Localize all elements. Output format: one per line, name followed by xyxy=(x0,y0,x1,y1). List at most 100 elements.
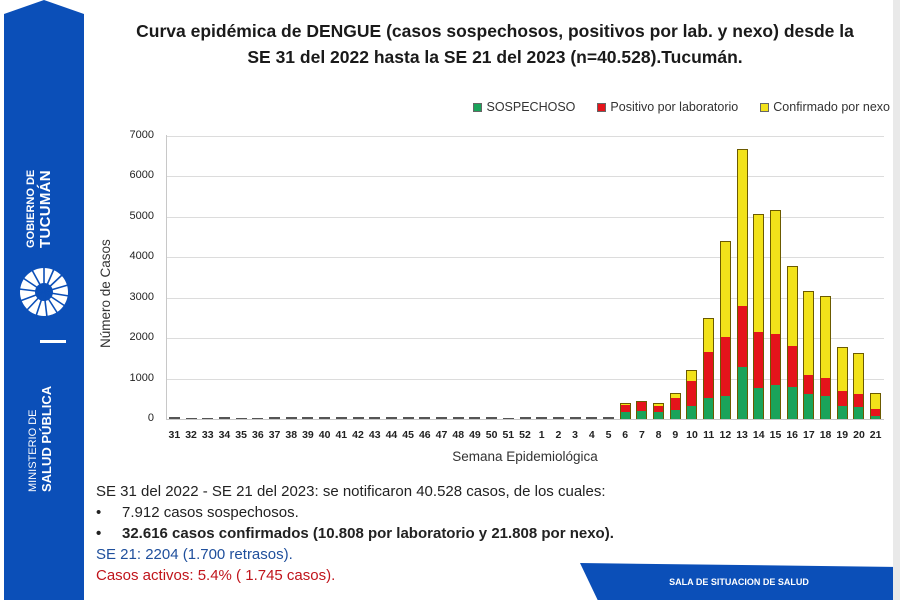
bar-segment xyxy=(569,418,581,419)
bar-segment xyxy=(369,417,381,418)
bar-week-9 xyxy=(669,392,681,419)
x-tick-label: 18 xyxy=(819,429,832,441)
x-tick-label: 32 xyxy=(185,429,197,441)
bar-segment xyxy=(168,417,180,418)
x-tick-label: 9 xyxy=(672,429,679,441)
bar-segment xyxy=(687,370,697,382)
banner-label: SALA DE SITUACION DE SALUD xyxy=(669,577,809,587)
gridline xyxy=(166,216,884,218)
bullet-glyph: • xyxy=(96,525,102,542)
x-tick-label: 2 xyxy=(555,429,562,441)
bar-segment xyxy=(218,417,230,418)
bar-segment xyxy=(637,402,647,411)
legend-swatch-green xyxy=(473,102,483,112)
bar-segment xyxy=(369,418,381,419)
bar-week-44 xyxy=(385,417,397,419)
bar-segment xyxy=(519,418,531,419)
bar-segment xyxy=(704,397,714,419)
bar-week-1 xyxy=(536,417,548,419)
bar-week-41 xyxy=(335,417,347,419)
bar-segment xyxy=(720,337,730,397)
bar-segment xyxy=(586,418,598,419)
bar-segment xyxy=(770,333,780,386)
y-tick-label: 7000 xyxy=(129,129,154,141)
gridline xyxy=(166,378,884,380)
y-tick-label: 5000 xyxy=(129,209,154,222)
bar-segment xyxy=(871,408,881,416)
bar-segment xyxy=(569,417,581,418)
bar-week-52 xyxy=(519,417,531,419)
bar-segment xyxy=(235,418,247,419)
x-tick-label: 48 xyxy=(452,429,465,441)
bar-segment xyxy=(285,418,297,419)
x-tick-label: 14 xyxy=(752,429,765,441)
bar-segment xyxy=(670,410,680,419)
bar-segment xyxy=(335,417,347,418)
gridline xyxy=(166,176,884,178)
bar-segment xyxy=(552,417,564,418)
summary-text: SE 31 del 2022 - SE 21 del 2023: se noti… xyxy=(96,481,614,586)
legend-item-nexo: Confirmado por nexo xyxy=(760,100,890,114)
bar-segment xyxy=(804,394,814,419)
bar-week-5 xyxy=(602,416,614,419)
bar-week-19 xyxy=(836,347,848,419)
bar-segment xyxy=(654,411,664,419)
bar-week-50 xyxy=(486,417,498,419)
bar-segment xyxy=(552,418,564,419)
x-tick-label: 11 xyxy=(703,429,715,441)
bar-segment xyxy=(770,211,780,334)
bar-segment xyxy=(252,418,264,419)
bar-segment xyxy=(821,378,831,397)
bar-segment xyxy=(754,332,764,388)
bar-week-31 xyxy=(168,417,180,419)
y-tick-label: 0 xyxy=(147,412,154,424)
bar-week-4 xyxy=(586,417,598,419)
bar-segment xyxy=(419,418,431,419)
bar-week-43 xyxy=(369,417,381,419)
summary-casos-activos: Casos activos: 5.4% ( 1.745 casos). xyxy=(96,567,336,584)
sun-spiral-icon xyxy=(18,267,70,318)
x-tick-label: 3 xyxy=(572,429,578,441)
bar-segment xyxy=(419,417,431,418)
bar-week-15 xyxy=(769,210,781,419)
x-tick-label: 40 xyxy=(318,429,331,441)
x-tick-label: 31 xyxy=(168,429,181,441)
chart-title: Curva epidémica de DENGUE (casos sospech… xyxy=(90,18,900,70)
legend-item-laboratorio: Positivo por laboratorio xyxy=(597,100,738,114)
bullet-text: 32.616 casos confirmados (10.808 por lab… xyxy=(122,525,614,542)
bar-segment xyxy=(787,267,797,347)
gobierno-line2: TUCUMÁN xyxy=(36,170,54,248)
x-tick-label: 21 xyxy=(869,429,882,441)
bar-week-12 xyxy=(719,240,731,419)
bar-week-3 xyxy=(569,417,581,419)
bar-segment xyxy=(620,405,630,413)
bar-segment xyxy=(586,417,598,418)
bar-week-35 xyxy=(235,418,247,419)
bar-segment xyxy=(502,418,514,419)
bar-segment xyxy=(620,412,630,419)
y-tick-label: 4000 xyxy=(129,250,154,263)
bar-segment xyxy=(837,391,847,407)
bar-segment xyxy=(452,417,464,418)
summary-bullet-sospechosos: • 7.912 casos sospechosos. xyxy=(96,502,614,523)
summary-se21: SE 21: 2204 (1.700 retrasos). xyxy=(96,546,293,563)
gobierno-line1: GOBIERNO DE xyxy=(25,169,37,248)
x-tick-label: 36 xyxy=(251,429,264,441)
sala-situacion-banner: SALA DE SITUACION DE SALUD xyxy=(580,563,898,600)
bar-segment xyxy=(704,319,714,352)
bar-segment xyxy=(637,410,647,419)
chart-legend: SOSPECHOSO Positivo por laboratorio Conf… xyxy=(400,100,890,114)
legend-item-sospechoso: SOSPECHOSO xyxy=(473,100,575,114)
x-tick-label: 13 xyxy=(736,429,748,441)
bar-segment xyxy=(637,401,647,403)
bar-week-8 xyxy=(653,403,665,419)
legend-label: SOSPECHOSO xyxy=(486,100,576,114)
bar-week-42 xyxy=(352,417,364,419)
ministerio-line2: SALUD PÚBLICA xyxy=(38,385,54,492)
x-tick-label: 12 xyxy=(719,429,732,441)
bar-segment xyxy=(602,417,614,419)
bar-segment xyxy=(285,417,297,418)
bar-segment xyxy=(670,398,680,411)
legend-swatch-red xyxy=(597,102,607,112)
bar-week-20 xyxy=(853,353,865,419)
